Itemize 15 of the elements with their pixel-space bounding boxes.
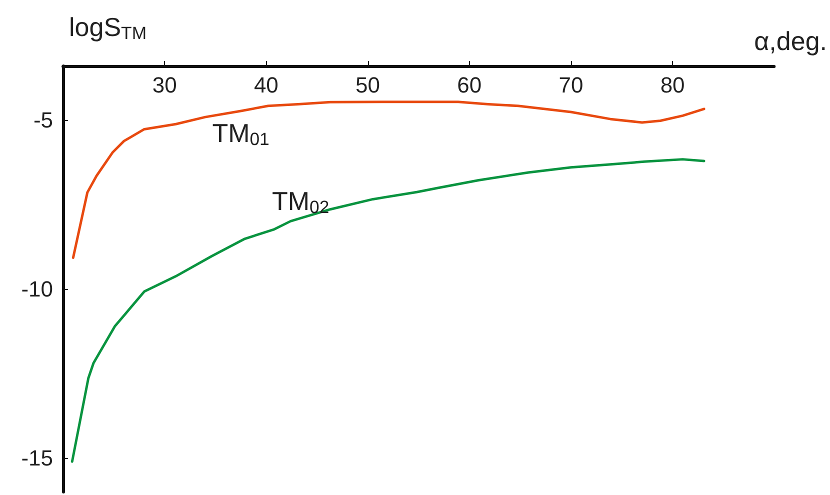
x-axis-title: α,deg. (754, 26, 827, 56)
y-tick-label: -10 (21, 276, 53, 302)
x-tick-label: 80 (660, 72, 685, 98)
y-axis-title: logSTM (69, 12, 147, 43)
x-tick-label: 70 (558, 72, 584, 98)
line-series (70, 158, 706, 463)
x-tick-label: 30 (152, 72, 177, 98)
y-tick-label: -5 (33, 108, 53, 133)
series-label: TM02 (272, 186, 330, 218)
line-series (72, 100, 706, 259)
y-tick-label: -15 (21, 446, 53, 471)
x-tick-label: 60 (457, 72, 482, 98)
x-tick-label: 40 (254, 72, 278, 98)
x-tick-label: 50 (356, 72, 380, 98)
series-label: TM01 (212, 118, 270, 149)
